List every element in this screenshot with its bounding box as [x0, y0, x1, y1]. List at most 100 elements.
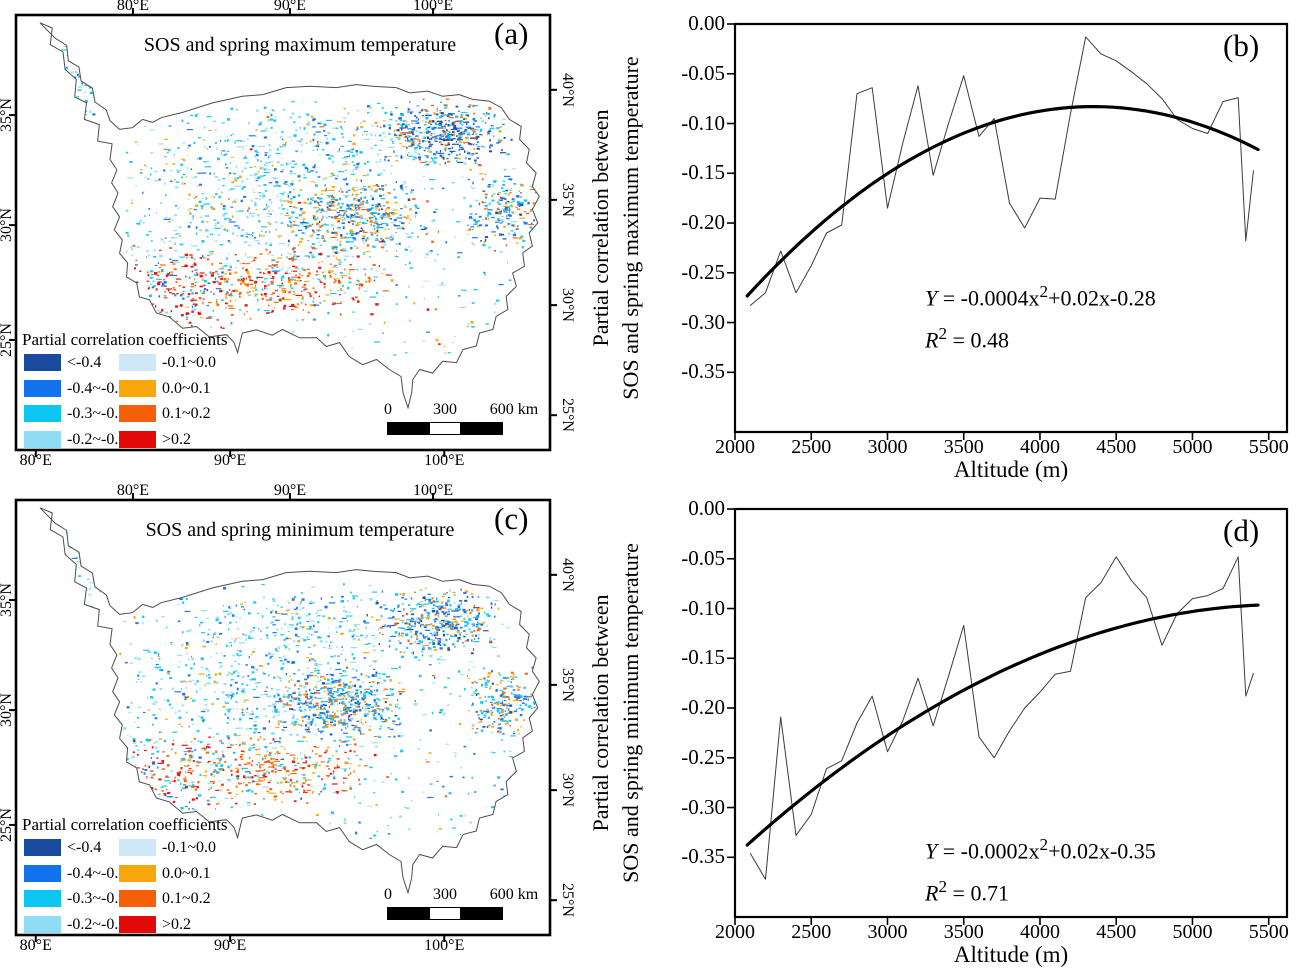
- legend-title: Partial correlation coefficients: [22, 330, 228, 349]
- x-tick-label: 5500: [1248, 921, 1289, 943]
- legend-label: >0.2: [162, 430, 192, 448]
- y-tick-label: 0.00: [688, 496, 725, 520]
- y-axis-label-line2: SOS and spring minimum temperature: [618, 543, 643, 883]
- y-tick-label: -0.35: [681, 359, 725, 384]
- map-tick-label: 100°E: [412, 482, 454, 499]
- tick-marks: [9, 8, 557, 457]
- x-tick-label: 3500: [943, 921, 984, 943]
- scalebar-segment: [430, 908, 460, 919]
- scalebar-label: 0: [384, 886, 392, 903]
- y-tick-label: -0.25: [681, 259, 725, 284]
- tick-marks: [9, 493, 557, 942]
- y-tick-label: -0.15: [681, 160, 725, 185]
- map-tick-label: 80°E: [116, 482, 150, 499]
- map-tick-label: 30°N: [0, 693, 15, 728]
- scalebar-label: 600 km: [489, 886, 539, 903]
- scalebar: [387, 907, 503, 920]
- scalebar: [387, 422, 503, 435]
- quadratic-fit-line: [745, 104, 1260, 298]
- x-tick-label: 4500: [1096, 436, 1137, 458]
- map-tick-label: 30°N: [559, 288, 576, 323]
- x-tick-label: 3500: [943, 436, 984, 458]
- legend-swatch: [24, 405, 61, 422]
- legend-label: 0.0~0.1: [162, 864, 211, 882]
- scalebar-label: 600 km: [489, 401, 539, 418]
- map-canvas: [9, 8, 557, 457]
- map-tick-label: 80°E: [19, 937, 52, 954]
- tick-marks: [727, 508, 1270, 925]
- equation-exponent: 2: [1039, 282, 1049, 301]
- r-value: = 0.71: [947, 880, 1009, 906]
- r-value: = 0.48: [947, 327, 1009, 353]
- legend-label: >0.2: [162, 915, 192, 933]
- legend-label: 0.1~0.2: [162, 890, 211, 907]
- r-symbol: R: [925, 880, 939, 906]
- map-tick-label: 80°E: [116, 0, 150, 14]
- map-tick-label: 100°E: [424, 452, 465, 469]
- observed-series-line: [749, 556, 1254, 880]
- plot-frame: [733, 507, 1289, 919]
- y-tick-label: -0.20: [681, 695, 725, 720]
- legend-swatch: [24, 864, 61, 882]
- legend-swatch: [24, 839, 61, 856]
- chart-canvas: [727, 22, 1289, 440]
- map-tick-label: 25°N: [0, 807, 15, 842]
- legend-swatch: [119, 354, 156, 371]
- map-tick-label: 35°N: [559, 667, 576, 702]
- x-tick-label: 4000: [1019, 921, 1060, 943]
- equation-symbol: Y: [925, 285, 938, 311]
- legend-label: -0.3~-0.2: [67, 890, 127, 907]
- panel-map-max-temp: SOS and spring maximum temperature (a) 8…: [0, 0, 585, 485]
- observed-series-line: [749, 36, 1254, 306]
- map-tick-label: 35°N: [0, 98, 15, 133]
- legend-swatch: [24, 890, 61, 907]
- y-tick-label: -0.20: [681, 210, 725, 235]
- plateau-boundary: [39, 507, 540, 895]
- legend-swatch: [24, 379, 61, 397]
- legend-label: -0.4~-0.3: [67, 379, 127, 397]
- legend-swatch: [119, 430, 156, 448]
- y-tick-label: -0.25: [681, 744, 725, 769]
- y-tick-label: -0.05: [681, 545, 725, 570]
- legend-swatch: [119, 890, 156, 907]
- y-axis-label-line1: Partial correlation between: [588, 594, 613, 832]
- x-axis-label: Altitude (m): [953, 942, 1069, 967]
- map-frame: [14, 13, 552, 452]
- legend-label: -0.1~0.0: [162, 354, 216, 371]
- r-symbol: R: [925, 327, 939, 353]
- legend-label: -0.2~-0.1: [67, 430, 127, 448]
- panel-label-b: (b): [1223, 28, 1260, 63]
- x-tick-label: 5000: [1172, 921, 1213, 943]
- r-exponent: 2: [938, 324, 948, 343]
- map-tick-label: 25°N: [559, 883, 576, 918]
- scalebar-label: 300: [433, 886, 457, 903]
- x-axis-label: Altitude (m): [953, 457, 1069, 482]
- map-tick-label: 25°N: [559, 398, 576, 433]
- chart-canvas: [727, 507, 1289, 925]
- plot-frame: [733, 22, 1289, 434]
- x-tick-label: 4000: [1019, 436, 1060, 458]
- map-title: SOS and spring maximum temperature: [143, 34, 457, 56]
- map-tick-label: 40°N: [559, 557, 576, 592]
- r-squared: R2 = 0.48: [925, 324, 1009, 353]
- panel-label-c: (c): [494, 501, 529, 536]
- legend-label: <-0.4: [67, 354, 102, 371]
- fit-equation: Y = -0.0004x2+0.02x-0.28: [925, 282, 1156, 311]
- legend-title: Partial correlation coefficients: [22, 815, 228, 834]
- x-tick-label: 5000: [1172, 436, 1213, 458]
- legend-swatch: [24, 354, 61, 371]
- scalebar-segment: [388, 908, 430, 919]
- equation-tail: +0.02x-0.35: [1048, 838, 1156, 864]
- scalebar-segment: [388, 423, 430, 434]
- panel-label-a: (a): [494, 16, 529, 51]
- x-tick-label: 4500: [1096, 921, 1137, 943]
- y-tick-label: -0.15: [681, 645, 725, 670]
- scalebar-segment: [460, 423, 502, 434]
- equation-body: = -0.0004x: [937, 285, 1040, 311]
- plateau-boundary: [39, 22, 540, 410]
- map-tick-label: 90°E: [273, 0, 307, 14]
- speckle-layer: [55, 507, 540, 840]
- map-tick-label: 40°N: [559, 72, 576, 107]
- x-tick-label: 5500: [1248, 436, 1289, 458]
